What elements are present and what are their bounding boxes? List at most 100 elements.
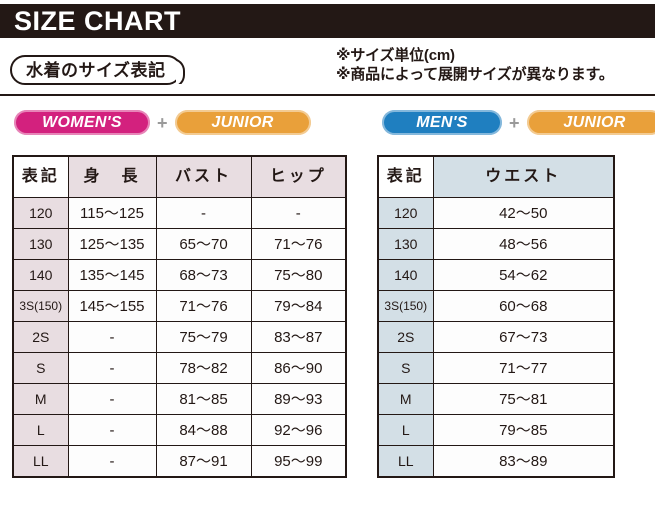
table-row: L - 84〜88 92〜96: [12, 414, 347, 446]
cell-size-label: 120: [377, 197, 434, 229]
cell-height: -: [67, 352, 157, 384]
table-row: 130 125〜135 65〜70 71〜76: [12, 228, 347, 260]
column-header-bust: バスト: [155, 155, 252, 198]
cell-bust: 84〜88: [155, 414, 252, 446]
cell-size-label: 3S(150): [12, 290, 69, 322]
cell-waist: 83〜89: [432, 445, 615, 478]
badge-mens: MEN'S: [382, 110, 502, 135]
page-title-bar: SIZE CHART: [0, 4, 655, 38]
badge-plus-separator-womens: +: [157, 112, 168, 133]
cell-size-label: M: [12, 383, 69, 415]
cell-size-label: 130: [377, 228, 434, 260]
mens-table-body: 120 42〜50 130 48〜56 140 54〜62 3S(150) 60…: [377, 197, 615, 478]
table-row: S 71〜77: [377, 352, 615, 384]
mens-size-table: 表記 ウエスト 120 42〜50 130 48〜56 140 54〜62 3S…: [377, 155, 615, 478]
cell-height: 125〜135: [67, 228, 157, 260]
cell-bust: 78〜82: [155, 352, 252, 384]
table-header-row: 表記 ウエスト: [377, 155, 615, 198]
womens-table-body: 120 115〜125 - - 130 125〜135 65〜70 71〜76 …: [12, 197, 347, 478]
badge-womens: WOMEN'S: [14, 110, 150, 135]
table-row: 120 42〜50: [377, 197, 615, 229]
cell-height: -: [67, 445, 157, 478]
cell-size-label: L: [12, 414, 69, 446]
table-row: L 79〜85: [377, 414, 615, 446]
cell-hip: 86〜90: [250, 352, 347, 384]
table-row: M 75〜81: [377, 383, 615, 415]
cell-height: 145〜155: [67, 290, 157, 322]
table-row: 3S(150) 145〜155 71〜76 79〜84: [12, 290, 347, 322]
table-row: LL - 87〜91 95〜99: [12, 445, 347, 478]
cell-size-label: 2S: [377, 321, 434, 353]
cell-size-label: 2S: [12, 321, 69, 353]
table-row: 2S - 75〜79 83〜87: [12, 321, 347, 353]
cell-hip: 92〜96: [250, 414, 347, 446]
size-notation-tag-tail: [176, 58, 186, 84]
badge-junior-mens: JUNIOR: [526, 110, 655, 135]
cell-waist: 75〜81: [432, 383, 615, 415]
cell-height: 115〜125: [67, 197, 157, 229]
cell-waist: 79〜85: [432, 414, 615, 446]
table-row: M - 81〜85 89〜93: [12, 383, 347, 415]
cell-bust: 75〜79: [155, 321, 252, 353]
note-unit: ※サイズ単位(cm): [336, 47, 455, 64]
cell-waist: 42〜50: [432, 197, 615, 229]
cell-size-label: 3S(150): [377, 290, 434, 322]
cell-size-label: LL: [12, 445, 69, 478]
cell-bust: 87〜91: [155, 445, 252, 478]
column-header-hip: ヒップ: [250, 155, 347, 198]
cell-waist: 60〜68: [432, 290, 615, 322]
cell-height: -: [67, 383, 157, 415]
cell-waist: 54〜62: [432, 259, 615, 291]
table-row: LL 83〜89: [377, 445, 615, 478]
notes-block: ※サイズ単位(cm) ※商品によって展開サイズが異なります。: [336, 46, 614, 84]
cell-size-label: 140: [377, 259, 434, 291]
womens-size-table: 表記 身 長 バスト ヒップ 120 115〜125 - - 130 125〜1…: [12, 155, 347, 478]
page-title: SIZE CHART: [14, 5, 181, 36]
size-notation-tag: 水着のサイズ表記: [10, 55, 182, 85]
table-row: 140 135〜145 68〜73 75〜80: [12, 259, 347, 291]
cell-height: -: [67, 321, 157, 353]
cell-hip: 83〜87: [250, 321, 347, 353]
cell-hip: 79〜84: [250, 290, 347, 322]
cell-bust: 68〜73: [155, 259, 252, 291]
cell-height: 135〜145: [67, 259, 157, 291]
cell-waist: 71〜77: [432, 352, 615, 384]
note-variation: ※商品によって展開サイズが異なります。: [336, 66, 614, 84]
table-row: 140 54〜62: [377, 259, 615, 291]
cell-bust: 65〜70: [155, 228, 252, 260]
cell-size-label: 120: [12, 197, 69, 229]
table-header-row: 表記 身 長 バスト ヒップ: [12, 155, 347, 198]
cell-bust: 81〜85: [155, 383, 252, 415]
cell-size-label: 140: [12, 259, 69, 291]
cell-hip: 75〜80: [250, 259, 347, 291]
table-row: 2S 67〜73: [377, 321, 615, 353]
mens-badge-row: MEN'S + JUNIOR: [382, 110, 655, 135]
badge-plus-separator-mens: +: [509, 112, 520, 133]
cell-bust: 71〜76: [155, 290, 252, 322]
cell-size-label: LL: [377, 445, 434, 478]
cell-hip: -: [250, 197, 347, 229]
cell-size-label: M: [377, 383, 434, 415]
column-header-notation: 表記: [12, 155, 69, 198]
sub-header-band: 水着のサイズ表記 ※サイズ単位(cm) ※商品によって展開サイズが異なります。: [0, 44, 655, 96]
cell-height: -: [67, 414, 157, 446]
table-row: 130 48〜56: [377, 228, 615, 260]
cell-size-label: 130: [12, 228, 69, 260]
table-row: 120 115〜125 - -: [12, 197, 347, 229]
cell-hip: 95〜99: [250, 445, 347, 478]
womens-badge-row: WOMEN'S + JUNIOR: [14, 110, 311, 135]
cell-waist: 48〜56: [432, 228, 615, 260]
cell-hip: 71〜76: [250, 228, 347, 260]
cell-size-label: L: [377, 414, 434, 446]
column-header-height: 身 長: [67, 155, 157, 198]
cell-size-label: S: [377, 352, 434, 384]
column-header-notation: 表記: [377, 155, 434, 198]
cell-size-label: S: [12, 352, 69, 384]
cell-hip: 89〜93: [250, 383, 347, 415]
cell-waist: 67〜73: [432, 321, 615, 353]
size-notation-tag-label: 水着のサイズ表記: [26, 60, 166, 80]
cell-bust: -: [155, 197, 252, 229]
table-row: S - 78〜82 86〜90: [12, 352, 347, 384]
badge-junior-womens: JUNIOR: [174, 110, 311, 135]
table-row: 3S(150) 60〜68: [377, 290, 615, 322]
